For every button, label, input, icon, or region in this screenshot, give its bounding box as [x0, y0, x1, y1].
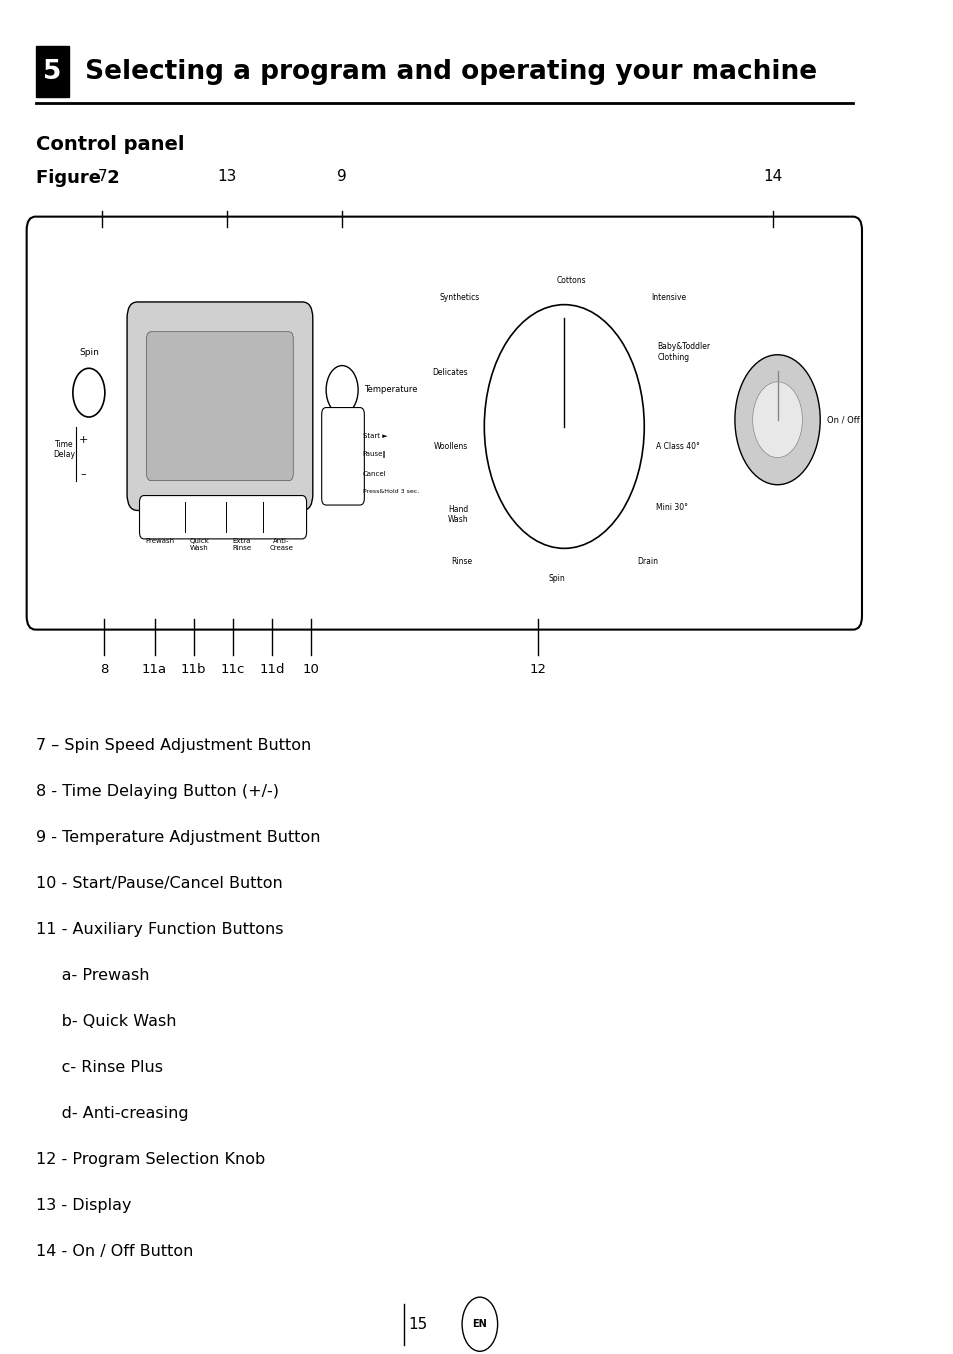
Text: 14 - On / Off Button: 14 - On / Off Button [35, 1244, 193, 1259]
Text: Temperature: Temperature [364, 386, 417, 394]
Text: Mini 30°: Mini 30° [655, 504, 687, 512]
Text: Synthetics: Synthetics [439, 294, 479, 302]
Text: Figure 2: Figure 2 [35, 169, 119, 187]
Circle shape [461, 1297, 497, 1351]
Text: 8 - Time Delaying Button (+/-): 8 - Time Delaying Button (+/-) [35, 784, 278, 799]
Text: 11b: 11b [181, 663, 206, 677]
FancyBboxPatch shape [35, 46, 70, 97]
Text: Delicates: Delicates [433, 368, 468, 376]
Text: 11 - Auxiliary Function Buttons: 11 - Auxiliary Function Buttons [35, 922, 283, 937]
Text: 11a: 11a [142, 663, 167, 677]
Text: 13 - Display: 13 - Display [35, 1198, 131, 1213]
Text: Baby&Toddler
Clothing: Baby&Toddler Clothing [657, 343, 710, 362]
Text: Woollens: Woollens [434, 443, 468, 451]
Text: Time
Delay: Time Delay [53, 440, 75, 459]
Text: Intensive: Intensive [651, 294, 686, 302]
Text: Selecting a program and operating your machine: Selecting a program and operating your m… [76, 58, 817, 85]
Circle shape [72, 368, 105, 417]
Text: 15: 15 [408, 1316, 427, 1332]
Circle shape [326, 366, 357, 414]
Text: 7 – Spin Speed Adjustment Button: 7 – Spin Speed Adjustment Button [35, 738, 311, 753]
Text: Anti-
Crease: Anti- Crease [270, 538, 294, 551]
Text: 11c: 11c [220, 663, 245, 677]
Text: EN: EN [472, 1319, 487, 1330]
Text: 13: 13 [216, 169, 236, 184]
Text: A Class 40°: A Class 40° [655, 443, 699, 451]
Circle shape [734, 355, 820, 485]
FancyBboxPatch shape [27, 217, 862, 630]
Text: 7: 7 [97, 169, 107, 184]
Text: Cancel: Cancel [362, 471, 386, 477]
Text: Cottons: Cottons [556, 276, 585, 284]
Text: 8: 8 [100, 663, 108, 677]
Text: 9: 9 [337, 169, 347, 184]
Text: a- Prewash: a- Prewash [35, 968, 149, 983]
Text: 5: 5 [43, 58, 62, 85]
Text: Rinse: Rinse [451, 558, 473, 566]
Circle shape [752, 382, 801, 458]
Text: b- Quick Wash: b- Quick Wash [35, 1014, 176, 1029]
Text: d- Anti-creasing: d- Anti-creasing [35, 1106, 188, 1121]
Text: 12 - Program Selection Knob: 12 - Program Selection Knob [35, 1152, 265, 1167]
FancyBboxPatch shape [321, 408, 364, 505]
Text: +: + [79, 435, 88, 445]
FancyBboxPatch shape [127, 302, 313, 510]
Text: 11d: 11d [259, 663, 284, 677]
Text: –: – [81, 468, 87, 479]
Text: 12: 12 [529, 663, 545, 677]
Text: 14: 14 [762, 169, 781, 184]
Text: Control panel: Control panel [35, 135, 184, 154]
FancyBboxPatch shape [139, 496, 306, 539]
Text: Spin: Spin [548, 574, 565, 582]
FancyBboxPatch shape [147, 332, 293, 481]
Text: Prewash: Prewash [145, 538, 174, 543]
Text: Drain: Drain [637, 558, 658, 566]
Text: Pause‖: Pause‖ [362, 451, 386, 459]
Text: Quick
Wash: Quick Wash [190, 538, 209, 551]
Text: 10: 10 [302, 663, 319, 677]
Circle shape [484, 305, 643, 548]
Text: 10 - Start/Pause/Cancel Button: 10 - Start/Pause/Cancel Button [35, 876, 282, 891]
Text: Spin: Spin [79, 348, 99, 357]
Text: Hand
Wash: Hand Wash [447, 505, 468, 524]
Text: Start ►: Start ► [362, 433, 387, 439]
Text: Extra
Rinse: Extra Rinse [233, 538, 252, 551]
Text: Press&Hold 3 sec.: Press&Hold 3 sec. [362, 489, 418, 494]
Text: 9 - Temperature Adjustment Button: 9 - Temperature Adjustment Button [35, 830, 319, 845]
Text: c- Rinse Plus: c- Rinse Plus [35, 1060, 162, 1075]
Text: On / Off: On / Off [826, 416, 860, 424]
